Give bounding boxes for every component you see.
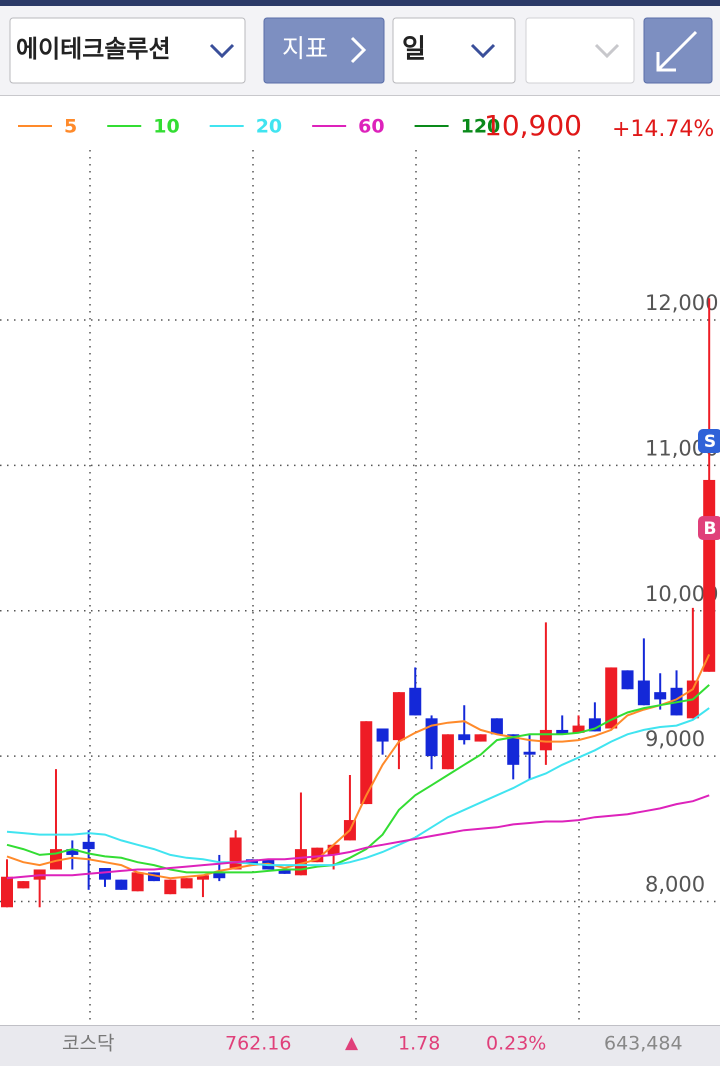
ma-line [6,653,711,880]
candle-body [523,751,536,755]
stock-dropdown[interactable]: 에이테크솔루션 [9,17,246,84]
dropdown-box [525,17,635,84]
top-strip [0,0,720,6]
candle-body [327,844,340,855]
candle-body [360,721,373,805]
chevron [594,43,620,59]
candle-body [703,479,716,672]
candle-body [164,879,177,895]
candle-body [17,881,30,889]
candle-body [490,718,503,735]
buy-marker: B [698,516,720,540]
candle-body [605,667,618,729]
candle-body [409,687,422,716]
market-name: 코스닥 [62,1033,114,1055]
change-arrow: ▲ [345,1033,359,1053]
ma-line [6,684,710,874]
candle-body [507,734,520,765]
candle-body [572,725,585,733]
candle-body [441,734,454,770]
button-label: 지표 [282,34,328,63]
candle-body [229,837,242,870]
candle-body [66,849,79,855]
candle-body [474,734,487,742]
legend-label: 120 [461,116,501,138]
candle-body [376,728,389,742]
marker-box [698,429,720,453]
candle-body [311,847,324,863]
dropdown-box [392,17,516,84]
y-tick-label: 9,000 [645,727,705,751]
candle-body [98,868,111,880]
candle-body [213,872,226,879]
marker-box [698,516,720,540]
period-dropdown[interactable]: 일 [392,17,516,84]
candle-body [654,692,667,700]
button-box [263,17,385,84]
candle-body [131,872,144,892]
candle-body [115,879,128,890]
candle-body [556,729,569,735]
market-volume: 643,484 [604,1033,683,1055]
candle-body [458,734,471,741]
empty-dropdown[interactable] [525,17,635,84]
candle-body [180,878,193,889]
legend-label: 20 [256,116,282,138]
ma-line [6,794,710,880]
legend: 5 10 20 60 120 [18,116,500,138]
chevron [209,43,235,59]
candle-body [539,729,552,751]
arrow-icon [656,30,698,72]
legend-label: 10 [153,116,179,138]
last-price: 10,900 [484,109,582,142]
ma-line [6,707,710,867]
candle-body [392,692,405,741]
marker-label: B [704,519,717,539]
candle-body [1,876,13,908]
chevron [350,36,367,64]
legend-label: 60 [358,116,384,138]
candle-body [196,875,209,880]
candle-body [278,869,291,874]
market-index: 762.16 [225,1033,291,1055]
candle-body [637,680,650,706]
sell-marker: S [698,429,720,453]
expand-button[interactable] [643,17,713,84]
y-tick-label: 8,000 [645,872,705,896]
indicator-button[interactable]: 지표 [263,17,385,84]
legend-label: 5 [64,116,77,138]
y-tick-label: 12,000 [645,291,718,315]
stock-name: 에이테크솔루션 [16,35,171,63]
index-change-pct: 0.23% [486,1033,546,1055]
index-change: 1.78 [398,1033,440,1055]
chevron [470,43,496,59]
arrow-head [656,52,676,72]
candle-body [588,718,601,732]
price-change: +14.74% [612,117,714,142]
dropdown-box [9,17,246,84]
period-label: 일 [402,35,426,65]
candle-body [621,670,634,690]
candle-body [147,872,160,882]
marker-label: S [704,432,716,452]
candle-body [82,841,95,850]
status-bar [0,1025,720,1066]
